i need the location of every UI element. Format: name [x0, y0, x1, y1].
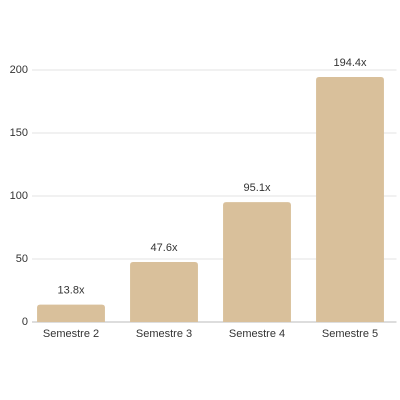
value-label: 95.1x: [244, 182, 271, 194]
value-label: 13.8x: [58, 285, 85, 297]
value-label: 47.6x: [151, 242, 178, 254]
bar: [223, 202, 291, 322]
bar: [130, 262, 198, 322]
y-tick-label: 200: [10, 64, 28, 76]
x-tick-label: Semestre 2: [43, 328, 99, 340]
y-tick-label: 150: [10, 127, 28, 139]
x-tick-label: Semestre 5: [322, 328, 378, 340]
x-tick-label: Semestre 4: [229, 328, 285, 340]
bar: [316, 77, 384, 322]
y-tick-label: 0: [22, 316, 28, 328]
x-tick-label: Semestre 3: [136, 328, 192, 340]
y-tick-label: 50: [16, 253, 28, 265]
bar: [37, 304, 105, 322]
value-label: 194.4x: [333, 57, 367, 69]
y-tick-label: 100: [10, 190, 28, 202]
